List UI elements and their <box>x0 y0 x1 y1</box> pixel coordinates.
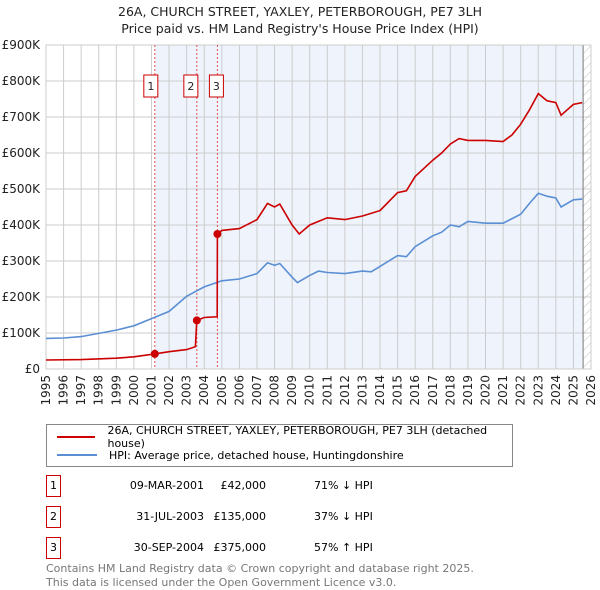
x-tick-label: 2001 <box>144 375 158 406</box>
transaction-row: 2 31-JUL-2003 £135,000 37% ↓ HPI <box>46 506 466 528</box>
x-tick-label: 1995 <box>39 375 53 406</box>
x-tick-label: 2006 <box>232 375 246 406</box>
transaction-hpi: 37% ↓ HPI <box>314 510 373 523</box>
x-tick-label: 2024 <box>549 375 563 406</box>
x-tick-label: 2020 <box>479 375 493 406</box>
x-tick-label: 2011 <box>320 375 334 406</box>
y-tick-label: £300K <box>2 254 42 268</box>
legend-label: 26A, CHURCH STREET, YAXLEY, PETERBOROUGH… <box>107 424 488 450</box>
sale-label: 3 <box>213 80 220 93</box>
transaction-number: 2 <box>46 506 61 528</box>
x-tick-label: 2010 <box>303 375 317 406</box>
legend-item-property: 26A, CHURCH STREET, YAXLEY, PETERBOROUGH… <box>57 424 512 450</box>
sale-point <box>150 349 159 358</box>
x-tick-label: 2008 <box>268 375 282 406</box>
y-tick-label: £700K <box>2 110 42 124</box>
y-tick-label: £900K <box>2 38 42 52</box>
legend-item-hpi: HPI: Average price, detached house, Hunt… <box>57 447 404 463</box>
y-tick-label: £100K <box>2 326 42 340</box>
forecast-hatch <box>583 45 591 369</box>
y-tick-label: £600K <box>2 146 42 160</box>
sale-point <box>213 230 222 238</box>
x-tick-label: 1997 <box>74 375 88 406</box>
x-tick-label: 2012 <box>338 375 352 406</box>
x-tick-label: 2003 <box>180 375 194 406</box>
legend-swatch-red <box>57 436 96 438</box>
x-tick-label: 2019 <box>461 375 475 406</box>
x-tick-label: 1999 <box>109 375 123 406</box>
y-tick-label: £800K <box>2 74 42 88</box>
transaction-hpi: 71% ↓ HPI <box>314 479 373 492</box>
y-tick-label: £400K <box>2 218 42 232</box>
footer-line-1: Contains HM Land Registry data © Crown c… <box>46 562 474 575</box>
sale-label-box <box>208 74 224 98</box>
price-chart: £0 £100K £200K £300K £400K £500K £600K £700K £80… <box>2 38 598 406</box>
x-tick-label: 2022 <box>514 375 528 406</box>
x-tick-label: 2007 <box>250 375 264 406</box>
chart-title: 26A, CHURCH STREET, YAXLEY, PETERBOROUGH… <box>118 4 482 19</box>
transaction-price: £375,000 <box>213 541 267 554</box>
transaction-price: £135,000 <box>213 510 267 523</box>
plot-border <box>45 44 592 370</box>
transaction-number: 3 <box>46 537 61 559</box>
transaction-date: 30-SEP-2004 <box>133 541 204 554</box>
x-tick-label: 2005 <box>215 375 229 406</box>
legend-swatch-blue <box>57 454 97 456</box>
x-tick-label: 1996 <box>57 375 71 406</box>
x-tick-label: 2017 <box>426 375 440 406</box>
footer-line-2: This data is licensed under the Open Gov… <box>46 576 397 589</box>
x-tick-label: 2023 <box>531 375 545 406</box>
y-tick-label: £0 <box>25 362 40 376</box>
sale-label-box <box>143 74 159 98</box>
x-tick-label: 2009 <box>285 375 299 406</box>
shaded-region <box>154 45 584 369</box>
x-tick-label: 1998 <box>92 375 106 406</box>
legend-label: HPI: Average price, detached house, Hunt… <box>109 448 404 462</box>
transaction-row: 3 30-SEP-2004 £375,000 57% ↑ HPI <box>46 537 466 559</box>
x-tick-label: 2000 <box>127 375 141 406</box>
x-tick-label: 2004 <box>197 375 211 406</box>
sale-label: 2 <box>187 80 194 93</box>
transaction-row: 1 09-MAR-2001 £42,000 71% ↓ HPI <box>46 475 466 497</box>
x-tick-label: 2015 <box>391 375 405 406</box>
transaction-date: 09-MAR-2001 <box>129 479 204 492</box>
legend: 26A, CHURCH STREET, YAXLEY, PETERBOROUGH… <box>46 424 513 467</box>
series-line <box>45 92 583 361</box>
x-tick-label: 2014 <box>373 375 387 406</box>
sale-label: 1 <box>147 80 154 93</box>
x-tick-label: 2018 <box>443 375 457 406</box>
y-tick-label: £200K <box>2 290 42 304</box>
transaction-price: £42,000 <box>220 479 267 492</box>
chart-subtitle: Price paid vs. HM Land Registry's House … <box>121 21 479 36</box>
x-tick-label: 2021 <box>496 375 510 406</box>
x-tick-label: 2026 <box>584 375 598 406</box>
sale-point <box>192 316 201 325</box>
x-tick-label: 2013 <box>355 375 369 406</box>
x-tick-label: 2016 <box>408 375 422 406</box>
x-tick-label: 2002 <box>162 375 176 406</box>
x-tick-label: 2025 <box>566 375 580 406</box>
transaction-hpi: 57% ↑ HPI <box>314 541 373 554</box>
series-line <box>45 192 583 340</box>
sale-label-box <box>183 74 199 98</box>
y-tick-label: £500K <box>2 182 42 196</box>
transaction-date: 31-JUL-2003 <box>136 510 204 523</box>
transaction-number: 1 <box>46 475 61 497</box>
